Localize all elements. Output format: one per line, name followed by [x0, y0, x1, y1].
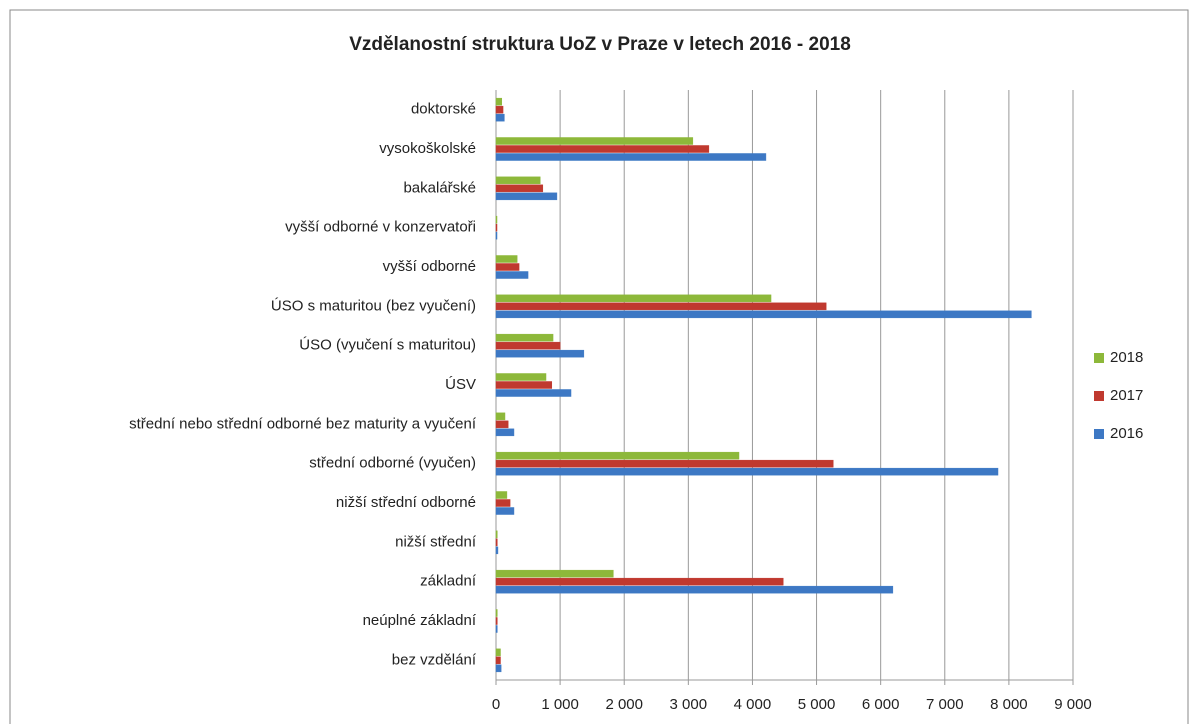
y-tick-label: vyšší odborné v konzervatoři [285, 219, 476, 236]
bar [495, 569, 614, 578]
y-tick-label: ÚSO (vyučení s maturitou) [299, 337, 476, 354]
bar [495, 538, 498, 547]
x-tick-label: 8 000 [990, 696, 1028, 713]
y-tick-label: ÚSV [445, 376, 476, 393]
bar [495, 609, 498, 617]
chart-frame [9, 9, 1189, 724]
y-tick-label: nižší střední [395, 533, 477, 550]
bar [495, 271, 529, 279]
bar [495, 428, 515, 437]
legend-swatch [1094, 391, 1104, 401]
y-tick-label: ÚSO s maturitou (bez vyučení) [271, 297, 476, 314]
bar [495, 420, 509, 429]
bar [495, 648, 501, 657]
y-tick-label: vyšší odborné [383, 258, 476, 275]
bar [495, 215, 498, 224]
legend-label: 2018 [1110, 349, 1143, 366]
x-tick-label: 6 000 [862, 696, 900, 713]
bar [495, 491, 508, 499]
x-tick-label: 3 000 [670, 696, 708, 713]
y-tick-label: bez vzdělání [392, 651, 477, 668]
y-tick-label: základní [420, 573, 477, 590]
bar [495, 530, 498, 539]
bar [495, 302, 827, 311]
bar [495, 451, 740, 460]
chart-title: Vzdělanostní struktura UoZ v Praze v let… [349, 34, 851, 55]
bar [495, 231, 498, 240]
bar [495, 546, 499, 555]
legend-label: 2016 [1110, 425, 1143, 442]
bar [495, 373, 547, 381]
y-tick-label: nižší střední odborné [336, 494, 476, 511]
bar [495, 617, 498, 625]
x-tick-label: 5 000 [798, 696, 836, 713]
bar [495, 153, 767, 161]
legend-swatch [1094, 353, 1104, 363]
bar [495, 192, 558, 201]
bar [495, 137, 694, 145]
bar [495, 412, 506, 421]
bar [495, 577, 784, 586]
x-tick-label: 9 000 [1054, 696, 1092, 713]
x-tick-label: 1 000 [541, 696, 579, 713]
bar [495, 389, 572, 397]
x-tick-label: 4 000 [734, 696, 772, 713]
bar [495, 585, 894, 594]
bar [495, 467, 999, 476]
bar [495, 499, 511, 507]
bar [495, 184, 544, 193]
x-tick-label: 0 [492, 696, 500, 713]
bar [495, 105, 504, 114]
bar [495, 341, 561, 350]
y-tick-label: vysokoškolské [379, 140, 476, 157]
y-tick-label: bakalářské [403, 179, 476, 196]
y-tick-label: doktorské [411, 101, 476, 118]
x-tick-label: 2 000 [605, 696, 643, 713]
bar [495, 459, 834, 468]
legend-swatch [1094, 429, 1104, 439]
bar [495, 176, 541, 185]
bar [495, 381, 553, 389]
bar [495, 310, 1032, 319]
bar [495, 113, 505, 122]
bar [495, 656, 501, 665]
y-tick-label: střední odborné (vyučen) [309, 455, 476, 472]
bar [495, 255, 518, 263]
bar [495, 97, 503, 106]
bar [495, 349, 585, 358]
bar [495, 263, 520, 271]
bar [495, 664, 502, 673]
bar [495, 507, 515, 515]
bar [495, 223, 498, 232]
bar [495, 333, 554, 342]
y-tick-label: střední nebo střední odborné bez maturit… [129, 415, 477, 432]
bar [495, 625, 498, 633]
y-tick-label: neúplné základní [363, 612, 477, 629]
legend-label: 2017 [1110, 387, 1143, 404]
bar [495, 145, 710, 153]
x-tick-label: 7 000 [926, 696, 964, 713]
bar [495, 294, 772, 303]
